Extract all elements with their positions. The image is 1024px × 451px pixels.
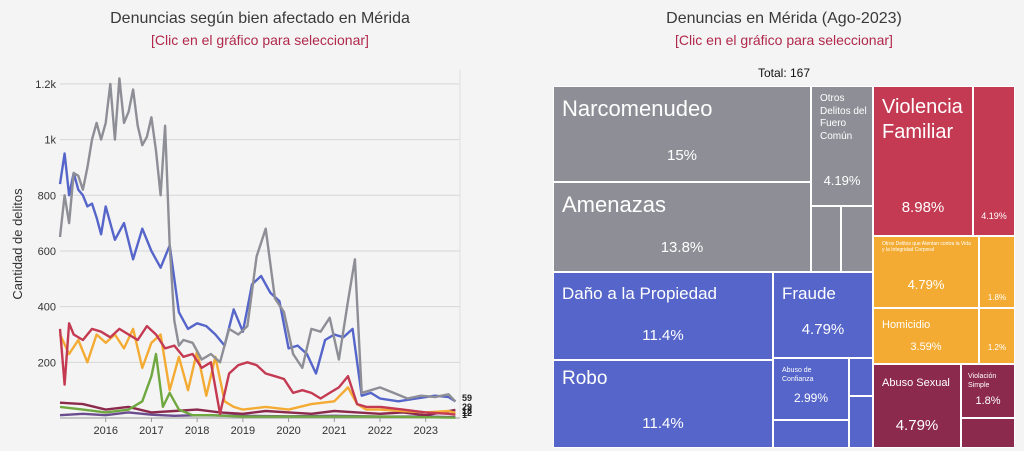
treemap-tile[interactable]: Violencia Familiar 8.98% bbox=[873, 86, 973, 236]
treemap-tile-value: 11.4% bbox=[642, 415, 684, 432]
treemap-tile-label: Otros Delitos que Atentan contra la Vida… bbox=[882, 241, 971, 254]
x-tick-label: 2023 bbox=[413, 425, 437, 437]
treemap-tile-label: Fraude bbox=[782, 284, 836, 303]
treemap-tile[interactable]: Narcomenudeo 15% bbox=[553, 86, 811, 182]
treemap-tile[interactable]: Amenazas 13.8% bbox=[553, 182, 811, 272]
treemap-tile[interactable]: Abuso Sexual 4.79% bbox=[873, 364, 961, 448]
treemap-tile-value: 15% bbox=[666, 147, 698, 164]
treemap-tile[interactable]: Homicidio 3.59% bbox=[873, 308, 979, 364]
treemap-tile-label: Narcomenudeo bbox=[562, 96, 713, 121]
series-end-label: 29 bbox=[462, 402, 472, 412]
treemap-tile-label: Daño a la Propiedad bbox=[562, 284, 718, 303]
treemap-minor-tile[interactable] bbox=[849, 396, 873, 448]
line-chart-title: Denuncias según bien afectado en Mérida bbox=[110, 10, 410, 27]
treemap-tile[interactable]: 1.2% bbox=[979, 308, 1015, 364]
treemap-tile[interactable]: Daño a la Propiedad 11.4% bbox=[553, 272, 773, 360]
treemap-tile[interactable]: Violación Simple 1.8% bbox=[961, 364, 1015, 418]
treemap-tile-value: 3.59% bbox=[910, 341, 942, 353]
treemap-tile-value: 4.79% bbox=[907, 277, 945, 292]
treemap-tile-label: Robo bbox=[562, 368, 608, 389]
treemap-tile-value: 1.2% bbox=[987, 343, 1007, 352]
treemap-tile-label: Abuso de Confianza bbox=[782, 367, 814, 383]
treemap-minor-tile[interactable] bbox=[841, 206, 873, 272]
series-line-blue bbox=[58, 152, 457, 403]
x-tick-label: 2017 bbox=[139, 425, 163, 437]
series-end-label: 59 bbox=[462, 393, 472, 403]
treemap-tile[interactable]: Fraude 4.79% bbox=[773, 272, 873, 358]
treemap-tile[interactable]: Abuso de Confianza 2.99% bbox=[773, 358, 849, 420]
treemap-tile[interactable]: Otros Delitos del Fuero Común 4.19% bbox=[811, 86, 873, 206]
treemap-minor-tile[interactable] bbox=[961, 418, 1015, 448]
y-tick-label: 1.2k bbox=[35, 79, 56, 91]
treemap-tile-label: Abuso Sexual bbox=[882, 377, 950, 389]
treemap-tile-value: 2.99% bbox=[793, 391, 829, 405]
treemap-tile-label: Otros Delitos del Fuero Común bbox=[820, 93, 867, 142]
treemap-tile-label: Violación Simple bbox=[968, 373, 997, 389]
x-tick-label: 2018 bbox=[185, 425, 209, 437]
treemap-subtitle[interactable]: [Clic en el gráfico para seleccionar] bbox=[675, 32, 893, 48]
treemap-tile-value: 13.8% bbox=[660, 239, 704, 256]
y-tick-label: 800 bbox=[38, 190, 56, 202]
x-tick-label: 2019 bbox=[231, 425, 255, 437]
treemap-tile[interactable]: 4.19% bbox=[973, 86, 1015, 236]
treemap-tile-label: Homicidio bbox=[882, 319, 931, 331]
treemap-tile-value: 1.8% bbox=[987, 293, 1007, 302]
series-end-label: 12 bbox=[462, 408, 472, 418]
x-tick-label: 2021 bbox=[322, 425, 346, 437]
treemap[interactable]: Narcomenudeo 15% Amenazas 13.8% Otros Delito… bbox=[553, 86, 1015, 448]
treemap-total: Total: 167 bbox=[757, 66, 811, 80]
line-chart-subtitle[interactable]: [Clic en el gráfico para seleccionar] bbox=[151, 32, 369, 48]
treemap-tile-label: Violencia Familiar bbox=[882, 96, 963, 143]
treemap-minor-tile[interactable] bbox=[773, 420, 849, 448]
y-tick-label: 200 bbox=[38, 357, 56, 369]
y-tick-label: 600 bbox=[38, 246, 56, 258]
treemap-minor-tile[interactable] bbox=[849, 358, 873, 396]
y-tick-label: 400 bbox=[38, 302, 56, 314]
treemap-tile[interactable]: 1.8% bbox=[979, 236, 1015, 308]
series-line-green bbox=[59, 352, 456, 419]
treemap-tile-value: 8.98% bbox=[901, 199, 945, 216]
treemap-tile-value: 4.79% bbox=[895, 417, 939, 434]
x-tick-label: 2022 bbox=[368, 425, 392, 437]
x-tick-label: 2020 bbox=[276, 425, 300, 437]
series-line-gray bbox=[58, 77, 457, 403]
treemap-tile-value: 4.19% bbox=[823, 173, 861, 188]
treemap-tile[interactable]: Otros Delitos que Atentan contra la Vida… bbox=[873, 236, 979, 308]
treemap-tile-label: Amenazas bbox=[562, 192, 666, 217]
treemap-title: Denuncias en Mérida (Ago-2023) bbox=[666, 10, 902, 27]
treemap-minor-tile[interactable] bbox=[811, 206, 841, 272]
line-chart[interactable]: 200 400 600 800 1k 1.2k 2016 2017 2018 2019 2020 20… bbox=[0, 0, 540, 451]
y-axis-label: Cantidad de delitos bbox=[10, 188, 25, 300]
treemap-tile[interactable]: Robo 11.4% bbox=[553, 360, 773, 448]
series-line-orange bbox=[58, 327, 456, 415]
series-line-maroon bbox=[59, 401, 456, 417]
series-end-label: 18 bbox=[462, 406, 472, 416]
treemap-tile-value: 11.4% bbox=[642, 327, 684, 344]
treemap-tile-value: 4.79% bbox=[801, 321, 845, 338]
x-tick-label: 2016 bbox=[93, 425, 117, 437]
treemap-tile-value: 1.8% bbox=[975, 395, 1001, 407]
series-line-red bbox=[58, 322, 456, 416]
series-end-label: 1 bbox=[462, 410, 467, 420]
y-tick-label: 1k bbox=[44, 135, 56, 147]
treemap-tile-value: 4.19% bbox=[981, 211, 1007, 221]
